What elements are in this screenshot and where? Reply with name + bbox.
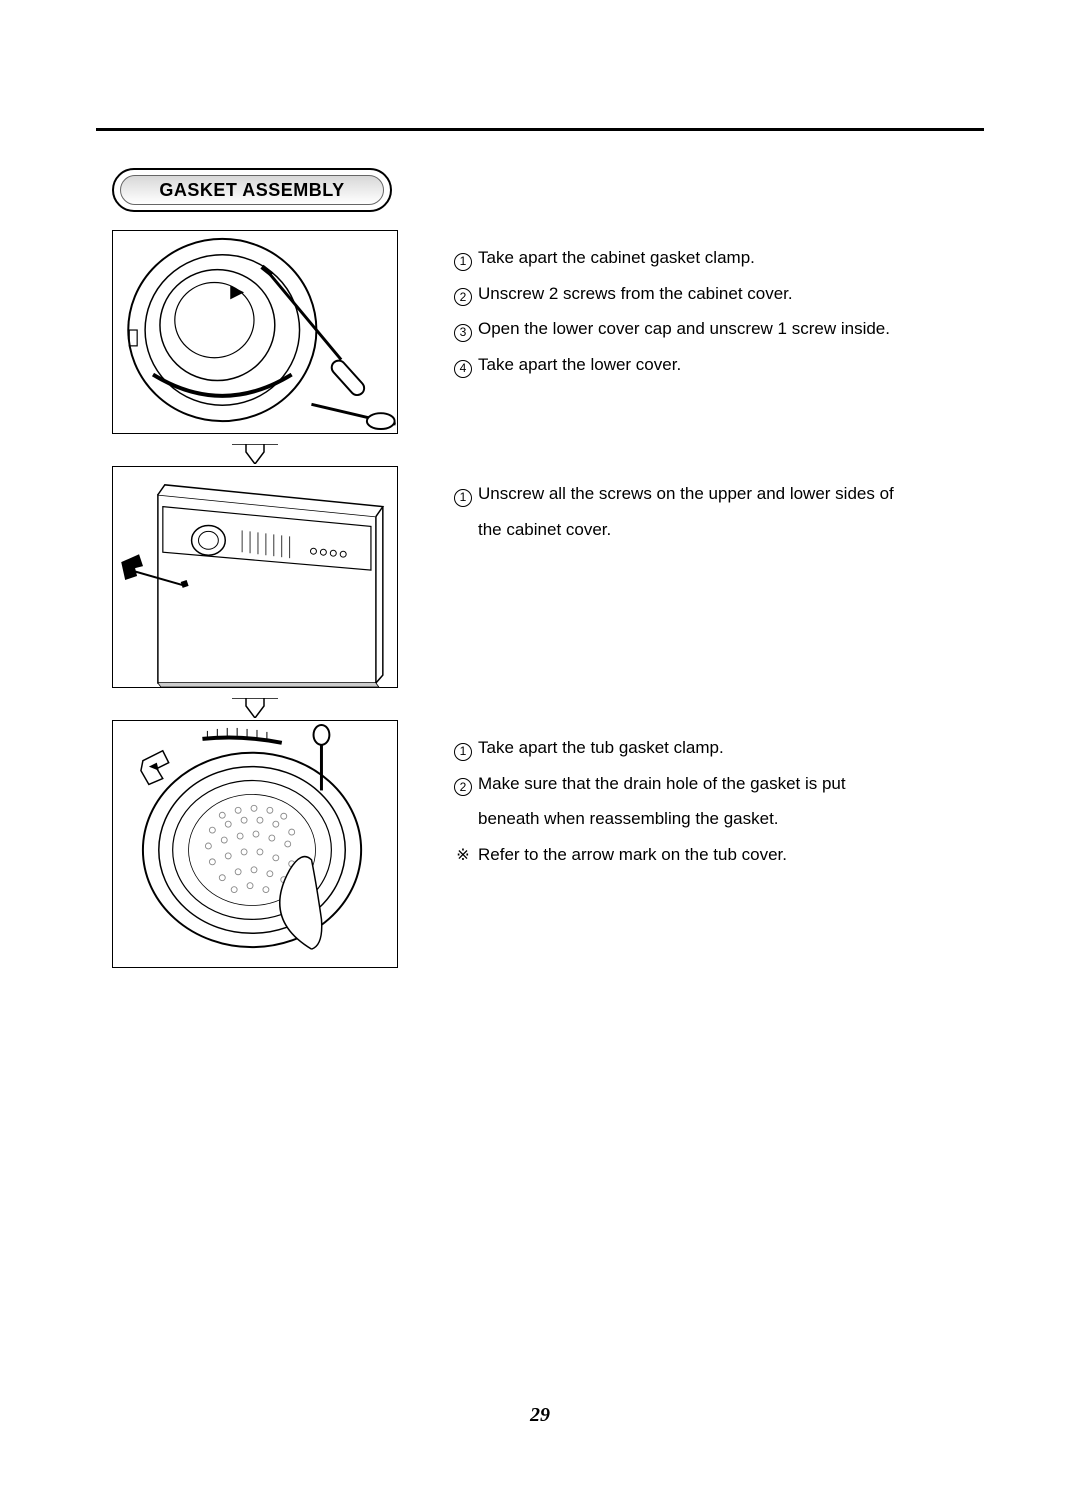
down-arrow-2	[232, 698, 278, 718]
step-3-2-text: Make sure that the drain hole of the gas…	[478, 766, 846, 802]
step-1-2: 2 Unscrew 2 screws from the cabinet cover…	[454, 276, 890, 312]
down-arrow-icon	[232, 698, 278, 718]
step-1-1-text: Take apart the cabinet gasket clamp.	[478, 240, 755, 276]
figure-1-svg	[113, 231, 397, 433]
step-2-1: 1 Unscrew all the screws on the upper and…	[454, 476, 894, 512]
step-3-1: 1 Take apart the tub gasket clamp.	[454, 730, 846, 766]
circled-4-icon: 4	[454, 360, 472, 378]
section-header: GASKET ASSEMBLY	[112, 168, 392, 212]
instructions-3: 1 Take apart the tub gasket clamp. 2 Make …	[454, 720, 846, 873]
step-1-2-text: Unscrew 2 screws from the cabinet cover.	[478, 276, 793, 312]
circled-1-icon: 1	[454, 489, 472, 507]
step-2-1-text: Unscrew all the screws on the upper and …	[478, 476, 894, 512]
section-title: GASKET ASSEMBLY	[159, 180, 344, 201]
figure-2-svg	[113, 467, 397, 687]
step-2-1-cont-text: the cabinet cover.	[478, 512, 611, 548]
reference-mark-icon: ※	[454, 839, 472, 873]
block-2: 1 Unscrew all the screws on the upper and…	[112, 466, 984, 688]
step-3-note: ※Refer to the arrow mark on the tub cove…	[454, 837, 846, 873]
instructions-1: 1 Take apart the cabinet gasket clamp. 2U…	[454, 230, 890, 383]
circled-2-icon: 2	[454, 288, 472, 306]
circled-1-icon: 1	[454, 743, 472, 761]
step-3-1-text: Take apart the tub gasket clamp.	[478, 730, 724, 766]
circled-2-icon: 2	[454, 778, 472, 796]
figure-3-svg	[113, 721, 397, 967]
figure-3	[112, 720, 398, 968]
down-arrow-1	[232, 444, 278, 464]
figure-1	[112, 230, 398, 434]
page-number: 29	[0, 1404, 1080, 1427]
step-3-2-cont: beneath when reassembling the gasket.	[454, 801, 846, 837]
circled-3-icon: 3	[454, 324, 472, 342]
step-1-3-text: Open the lower cover cap and unscrew 1 s…	[478, 311, 890, 347]
step-3-2: 2 Make sure that the drain hole of the ga…	[454, 766, 846, 802]
step-1-4-text: Take apart the lower cover.	[478, 347, 681, 383]
figure-2	[112, 466, 398, 688]
step-1-1: 1 Take apart the cabinet gasket clamp.	[454, 240, 890, 276]
step-1-4: 4 Take apart the lower cover.	[454, 347, 890, 383]
block-3: 1 Take apart the tub gasket clamp. 2 Make …	[112, 720, 984, 968]
step-2-1-cont: the cabinet cover.	[454, 512, 894, 548]
circled-1-icon: 1	[454, 253, 472, 271]
instructions-2: 1 Unscrew all the screws on the upper and…	[454, 466, 894, 547]
down-arrow-icon	[232, 444, 278, 464]
top-rule	[96, 128, 984, 131]
step-3-note-text: Refer to the arrow mark on the tub cover…	[478, 837, 787, 873]
content-area: GASKET ASSEMBLY 1 Take apart the cabinet …	[112, 168, 984, 1371]
step-3-2-cont-text: beneath when reassembling the gasket.	[478, 801, 779, 837]
block-1: 1 Take apart the cabinet gasket clamp. 2U…	[112, 230, 984, 434]
step-1-3: 3 Open the lower cover cap and unscrew 1 …	[454, 311, 890, 347]
